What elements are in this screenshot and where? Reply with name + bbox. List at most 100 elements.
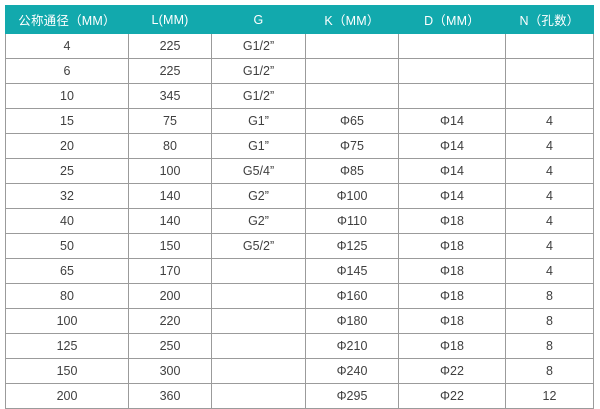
cell-k: Φ110 — [305, 208, 399, 234]
table-header: 公称通径（MM） L(MM) G K（MM） D（MM） N（孔数） — [5, 5, 594, 34]
cell-dn: 40 — [5, 208, 129, 234]
table-row: 10 345 G1/2” — [5, 83, 594, 109]
cell-l: 200 — [128, 283, 212, 309]
cell-n — [505, 58, 594, 84]
cell-l: 225 — [128, 33, 212, 59]
cell-dn: 10 — [5, 83, 129, 109]
cell-dn: 25 — [5, 158, 129, 184]
cell-d: Φ14 — [398, 108, 506, 134]
cell-dn: 20 — [5, 133, 129, 159]
cell-n: 4 — [505, 258, 594, 284]
cell-g — [211, 358, 306, 384]
cell-l: 250 — [128, 333, 212, 359]
cell-n: 4 — [505, 233, 594, 259]
cell-l: 140 — [128, 208, 212, 234]
cell-k: Φ145 — [305, 258, 399, 284]
cell-g — [211, 258, 306, 284]
cell-d: Φ14 — [398, 133, 506, 159]
cell-l: 300 — [128, 358, 212, 384]
cell-n: 8 — [505, 358, 594, 384]
cell-g — [211, 308, 306, 334]
cell-n: 8 — [505, 308, 594, 334]
cell-n: 12 — [505, 383, 594, 409]
cell-k: Φ160 — [305, 283, 399, 309]
cell-l: 360 — [128, 383, 212, 409]
specification-table: 公称通径（MM） L(MM) G K（MM） D（MM） N（孔数） 4 225 G1/2” 6… — [5, 5, 594, 409]
cell-k: Φ240 — [305, 358, 399, 384]
cell-l: 100 — [128, 158, 212, 184]
cell-g: G1” — [211, 108, 306, 134]
column-header-k: K（MM） — [305, 5, 399, 34]
table-row: 25 100 G5/4” Φ85 Φ14 4 — [5, 158, 594, 184]
cell-dn: 200 — [5, 383, 129, 409]
table-row: 125 250 Φ210 Φ18 8 — [5, 333, 594, 359]
header-row: 公称通径（MM） L(MM) G K（MM） D（MM） N（孔数） — [5, 5, 594, 34]
column-header-g: G — [211, 5, 306, 34]
cell-dn: 65 — [5, 258, 129, 284]
cell-k: Φ125 — [305, 233, 399, 259]
cell-g: G2” — [211, 183, 306, 209]
cell-d: Φ18 — [398, 283, 506, 309]
column-header-dn: 公称通径（MM） — [5, 5, 129, 34]
cell-dn: 100 — [5, 308, 129, 334]
cell-n — [505, 33, 594, 59]
cell-n: 8 — [505, 333, 594, 359]
cell-d — [398, 58, 506, 84]
cell-k — [305, 58, 399, 84]
table-row: 100 220 Φ180 Φ18 8 — [5, 308, 594, 334]
cell-l: 80 — [128, 133, 212, 159]
table-row: 40 140 G2” Φ110 Φ18 4 — [5, 208, 594, 234]
table-row: 6 225 G1/2” — [5, 58, 594, 84]
cell-dn: 125 — [5, 333, 129, 359]
table-row: 15 75 G1” Φ65 Φ14 4 — [5, 108, 594, 134]
cell-g: G1/2” — [211, 58, 306, 84]
cell-l: 75 — [128, 108, 212, 134]
cell-d: Φ14 — [398, 183, 506, 209]
cell-d — [398, 83, 506, 109]
cell-n: 4 — [505, 133, 594, 159]
cell-d: Φ18 — [398, 258, 506, 284]
column-header-n: N（孔数） — [505, 5, 594, 34]
cell-n: 4 — [505, 208, 594, 234]
cell-l: 225 — [128, 58, 212, 84]
table-body: 4 225 G1/2” 6 225 G1/2” 10 345 G1/2” 15 75 G1” Φ65 Φ1… — [5, 33, 594, 409]
cell-g: G5/4” — [211, 158, 306, 184]
cell-k — [305, 33, 399, 59]
cell-dn: 15 — [5, 108, 129, 134]
column-header-d: D（MM） — [398, 5, 506, 34]
cell-d: Φ18 — [398, 308, 506, 334]
cell-d: Φ18 — [398, 208, 506, 234]
cell-dn: 6 — [5, 58, 129, 84]
cell-k — [305, 83, 399, 109]
cell-dn: 4 — [5, 33, 129, 59]
spec-table-container: 公称通径（MM） L(MM) G K（MM） D（MM） N（孔数） 4 225 G1/2” 6… — [5, 5, 594, 409]
cell-d: Φ22 — [398, 358, 506, 384]
cell-l: 345 — [128, 83, 212, 109]
column-header-l: L(MM) — [128, 5, 212, 34]
cell-dn: 50 — [5, 233, 129, 259]
table-row: 80 200 Φ160 Φ18 8 — [5, 283, 594, 309]
cell-g — [211, 383, 306, 409]
cell-g: G5/2” — [211, 233, 306, 259]
table-row: 4 225 G1/2” — [5, 33, 594, 59]
cell-d: Φ18 — [398, 333, 506, 359]
cell-k: Φ85 — [305, 158, 399, 184]
table-row: 20 80 G1” Φ75 Φ14 4 — [5, 133, 594, 159]
cell-k: Φ210 — [305, 333, 399, 359]
cell-n: 4 — [505, 108, 594, 134]
cell-n: 4 — [505, 183, 594, 209]
cell-d: Φ22 — [398, 383, 506, 409]
cell-d: Φ14 — [398, 158, 506, 184]
table-row: 50 150 G5/2” Φ125 Φ18 4 — [5, 233, 594, 259]
table-row: 150 300 Φ240 Φ22 8 — [5, 358, 594, 384]
table-row: 32 140 G2” Φ100 Φ14 4 — [5, 183, 594, 209]
cell-d: Φ18 — [398, 233, 506, 259]
cell-k: Φ295 — [305, 383, 399, 409]
cell-k: Φ65 — [305, 108, 399, 134]
cell-g: G1/2” — [211, 33, 306, 59]
cell-g: G1” — [211, 133, 306, 159]
cell-d — [398, 33, 506, 59]
cell-l: 140 — [128, 183, 212, 209]
cell-dn: 32 — [5, 183, 129, 209]
cell-l: 170 — [128, 258, 212, 284]
